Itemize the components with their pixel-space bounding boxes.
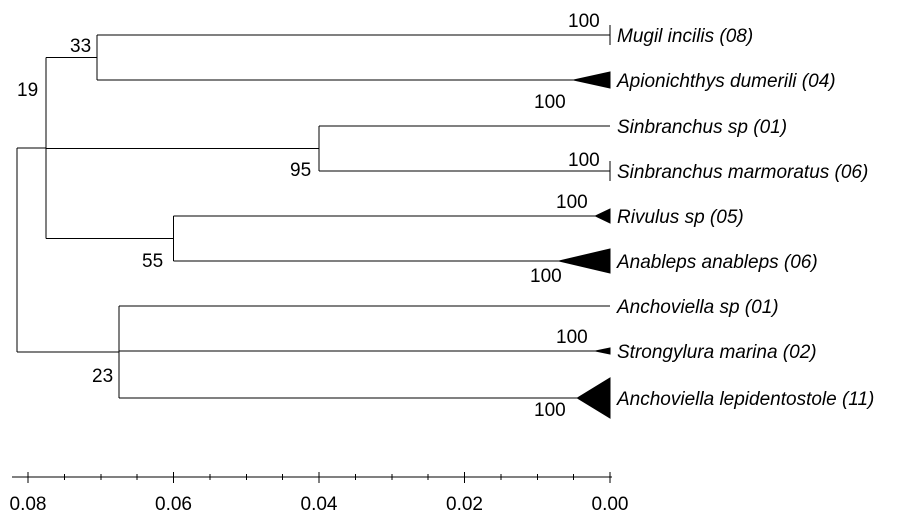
clade-apionichthys bbox=[573, 71, 611, 89]
taxon-label-anableps: Anableps anableps (06) bbox=[616, 252, 818, 273]
clade-rivulus bbox=[594, 208, 611, 224]
axis-tick-label: 0.06 bbox=[155, 494, 192, 515]
axis-tick-label: 0.04 bbox=[301, 494, 338, 515]
taxon-label-mugil: Mugil incilis (08) bbox=[617, 26, 753, 47]
support-n33: 33 bbox=[70, 36, 91, 57]
taxon-label-anchlep: Anchoviella lepidentostole (11) bbox=[616, 389, 874, 410]
taxon-label-sinmarm: Sinbranchus marmoratus (06) bbox=[617, 162, 868, 183]
taxon-label-anchsp: Anchoviella sp (01) bbox=[616, 297, 779, 318]
clade-anableps bbox=[558, 248, 611, 274]
support-n95: 95 bbox=[290, 160, 311, 181]
support-apionichthys: 100 bbox=[534, 92, 566, 113]
support-n23: 23 bbox=[92, 366, 113, 387]
axis-tick-label: 0.08 bbox=[10, 494, 47, 515]
distance-scale-axis: 0.08 0.06 0.04 0.02 0.00 bbox=[10, 472, 629, 515]
clade-anchlep bbox=[576, 377, 611, 419]
collapsed-clades bbox=[558, 25, 611, 419]
support-n19: 19 bbox=[17, 80, 38, 101]
support-anchlep: 100 bbox=[534, 400, 566, 421]
support-n55: 55 bbox=[142, 251, 163, 272]
support-strongylura: 100 bbox=[556, 327, 588, 348]
taxon-label-rivulus: Rivulus sp (05) bbox=[617, 207, 744, 228]
axis-tick-label: 0.02 bbox=[446, 494, 483, 515]
clade-strongylura bbox=[595, 347, 611, 355]
support-anableps: 100 bbox=[530, 266, 562, 287]
support-values: 19 33 95 55 23 100 100 100 100 100 100 100 bbox=[17, 11, 600, 421]
support-rivulus: 100 bbox=[556, 192, 588, 213]
taxon-label-apionichthys: Apionichthys dumerili (04) bbox=[616, 71, 836, 92]
tree-branches bbox=[16, 34, 610, 399]
taxon-labels: Mugil incilis (08) Apionichthys dumerili … bbox=[616, 26, 874, 410]
taxon-label-strongylura: Strongylura marina (02) bbox=[617, 342, 817, 363]
taxon-label-sinbranchus: Sinbranchus sp (01) bbox=[617, 117, 787, 138]
support-mugil: 100 bbox=[568, 11, 600, 32]
axis-tick-label: 0.00 bbox=[592, 494, 629, 515]
support-sinmarm: 100 bbox=[568, 150, 600, 171]
